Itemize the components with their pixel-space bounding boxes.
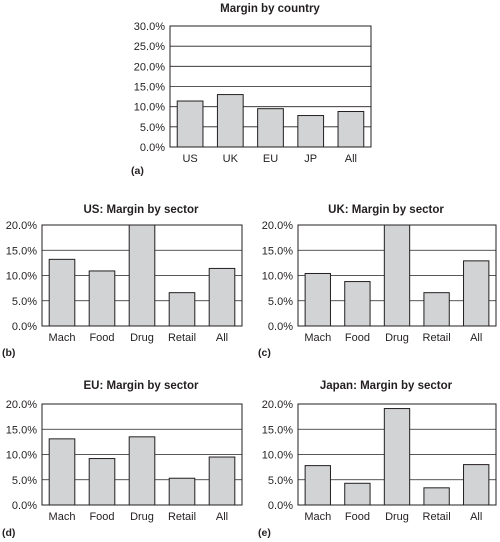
x-category-label: Mach (304, 511, 331, 523)
bar-all (337, 111, 365, 148)
y-tick-label: 15.0% (6, 245, 37, 257)
bar-all (463, 464, 490, 506)
x-category-label: Mach (49, 511, 76, 523)
y-tick-label: 5.0% (268, 296, 293, 308)
y-tick-label: 20.0% (134, 61, 165, 73)
x-category-label: EU (263, 153, 278, 165)
x-category-label: All (216, 332, 228, 344)
x-category-label: All (216, 511, 228, 523)
y-tick-label: 5.0% (12, 475, 37, 487)
bar-drug (383, 224, 411, 327)
bar-all (463, 260, 490, 327)
panel-label: (e) (258, 527, 271, 539)
x-category-label: US (182, 153, 197, 165)
y-tick-label: 0.0% (12, 321, 37, 333)
bar-drug (383, 408, 411, 506)
bar-food (344, 482, 371, 506)
bar-retail (168, 292, 196, 327)
x-category-label: JP (304, 153, 317, 165)
bar-us (176, 100, 204, 148)
plot-frame (297, 403, 497, 506)
bar-drug (128, 436, 156, 506)
plot-frame (41, 224, 243, 327)
x-category-label: Drug (130, 332, 154, 344)
chart-us: US: Margin by sector 0.0% 5.0% 10.0% 15.0% 20… (2, 204, 243, 359)
y-tick-label: 0.0% (140, 142, 165, 154)
x-category-label: UK (223, 153, 239, 165)
panel-label: (a) (131, 165, 144, 177)
y-tick-label: 5.0% (268, 475, 293, 487)
x-category-label: Food (345, 511, 370, 523)
x-category-label: Food (345, 332, 370, 344)
chart-eu: EU: Margin by sector 0.0% 5.0% 10.0% 15.0% 20… (2, 380, 243, 539)
chart-title: Japan: Margin by sector (320, 380, 453, 392)
plot-frame (297, 224, 497, 327)
x-category-label: All (345, 153, 357, 165)
x-category-label: All (470, 511, 482, 523)
y-tick-label: 30.0% (134, 21, 165, 33)
y-tick-label: 5.0% (12, 296, 37, 308)
y-tick-label: 15.0% (6, 424, 37, 436)
y-tick-label: 10.0% (262, 271, 293, 283)
bar-food (88, 458, 116, 506)
panel-label: (b) (2, 347, 15, 359)
bar-mach (48, 258, 76, 327)
y-tick-label: 20.0% (6, 220, 37, 232)
chart-title: UK: Margin by sector (328, 204, 444, 216)
x-category-label: Drug (385, 332, 409, 344)
bar-retail (423, 292, 450, 327)
plot-frame (169, 25, 372, 148)
bar-mach (304, 272, 331, 327)
bar-food (88, 270, 116, 327)
y-tick-label: 10.0% (262, 450, 293, 462)
chart-uk: UK: Margin by sector 0.0% 5.0% 10.0% 15.0% 20… (258, 204, 497, 359)
bar-retail (423, 487, 450, 506)
bar-mach (48, 438, 76, 506)
x-category-label: Retail (423, 332, 451, 344)
y-tick-label: 15.0% (134, 82, 165, 94)
y-tick-label: 10.0% (6, 450, 37, 462)
chart-country: Margin by country 0.0% 5.0% 10.0% 15.0% 20.0%… (131, 3, 372, 177)
x-category-label: Food (89, 332, 114, 344)
x-category-label: Food (89, 511, 114, 523)
y-tick-label: 20.0% (6, 399, 37, 411)
panel-label: (c) (258, 347, 271, 359)
x-category-label: All (470, 332, 482, 344)
y-tick-label: 10.0% (134, 102, 165, 114)
bar-food (344, 281, 371, 327)
bar-retail (168, 477, 196, 506)
x-category-label: Retail (168, 511, 196, 523)
y-tick-label: 15.0% (262, 245, 293, 257)
chart-title: US: Margin by sector (83, 204, 199, 216)
chart-title: Margin by country (220, 3, 320, 15)
panel-label: (d) (2, 527, 15, 539)
chart-title: EU: Margin by sector (83, 380, 199, 392)
bar-all (208, 456, 236, 506)
bar-uk (216, 94, 244, 148)
y-tick-label: 5.0% (140, 122, 165, 134)
y-tick-label: 20.0% (262, 220, 293, 232)
bar-jp (297, 115, 325, 148)
y-tick-label: 0.0% (268, 321, 293, 333)
y-tick-label: 15.0% (262, 424, 293, 436)
chart-japan: Japan: Margin by sector 0.0% 5.0% 10.0% 15.0… (258, 380, 497, 539)
bar-mach (304, 465, 331, 506)
x-category-label: Mach (304, 332, 331, 344)
x-category-label: Retail (168, 332, 196, 344)
x-category-label: Drug (385, 511, 409, 523)
y-tick-label: 20.0% (262, 399, 293, 411)
x-category-label: Retail (423, 511, 451, 523)
y-tick-label: 0.0% (268, 500, 293, 512)
x-category-label: Mach (49, 332, 76, 344)
y-tick-label: 0.0% (12, 500, 37, 512)
plot-frame (41, 403, 243, 506)
bar-all (208, 267, 236, 327)
bar-drug (128, 224, 156, 327)
bar-eu (257, 108, 284, 148)
y-tick-label: 25.0% (134, 41, 165, 53)
y-tick-label: 10.0% (6, 271, 37, 283)
x-category-label: Drug (130, 511, 154, 523)
